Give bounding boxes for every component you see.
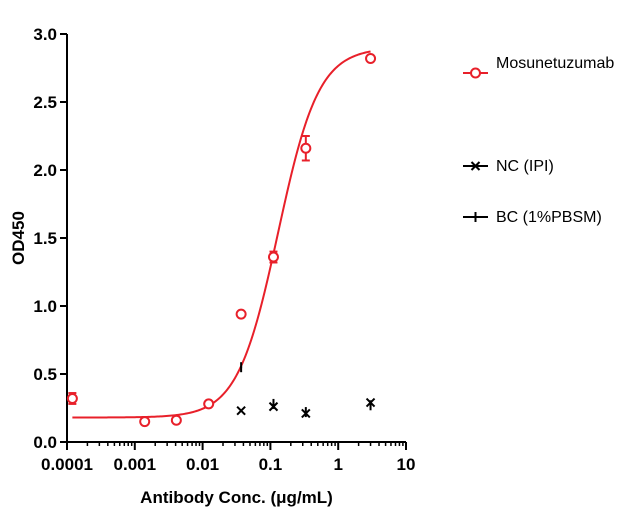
y-ticks: 0.0 0.5 1.0 1.5 2.0 2.5 3.0 bbox=[33, 25, 67, 452]
legend-item: NC (IPI) bbox=[463, 158, 554, 175]
series-2 bbox=[240, 362, 372, 418]
y-tick-label: 1.0 bbox=[33, 297, 57, 316]
data-point bbox=[139, 416, 151, 428]
data-point bbox=[235, 308, 247, 320]
y-axis-title: OD450 bbox=[9, 211, 28, 265]
y-tick-label: 2.0 bbox=[33, 161, 57, 180]
data-point bbox=[272, 398, 275, 409]
legend-label: BC (1%PBSM) bbox=[496, 209, 602, 226]
data-point bbox=[365, 52, 377, 64]
legend-marker bbox=[474, 212, 477, 222]
x-axis-title: Antibody Conc. (μg/mL) bbox=[140, 488, 333, 507]
x-tick-label: 0.1 bbox=[259, 455, 283, 474]
legend-label: NC (IPI) bbox=[496, 158, 554, 175]
axes bbox=[66, 34, 406, 443]
x-tick-label: 1 bbox=[333, 455, 342, 474]
y-tick-label: 1.5 bbox=[33, 229, 57, 248]
data-point bbox=[240, 362, 243, 373]
data-point bbox=[170, 414, 182, 426]
x-tick-label: 0.01 bbox=[186, 455, 219, 474]
data-point bbox=[66, 392, 78, 404]
y-tick-label: 2.5 bbox=[33, 93, 57, 112]
data-point bbox=[300, 142, 312, 154]
plot-area bbox=[66, 50, 377, 428]
x-tick-label: 10 bbox=[397, 455, 416, 474]
x-ticks: 0.0001 0.001 0.01 0.1 1 10 bbox=[41, 442, 415, 474]
legend: Mosunetuzumab NC (IPI) BC (1%PBSM) bbox=[463, 55, 614, 226]
y-tick-label: 3.0 bbox=[33, 25, 57, 44]
data-point bbox=[304, 407, 307, 418]
y-tick-label: 0.0 bbox=[33, 433, 57, 452]
series-1 bbox=[236, 397, 376, 419]
x-tick-label: 0.001 bbox=[114, 455, 157, 474]
legend-item: Mosunetuzumab bbox=[463, 55, 614, 79]
legend-item: BC (1%PBSM) bbox=[463, 209, 602, 226]
x-tick-label: 0.0001 bbox=[41, 455, 93, 474]
data-point bbox=[203, 398, 215, 410]
data-point bbox=[369, 400, 372, 411]
series-0 bbox=[66, 50, 377, 428]
data-point bbox=[267, 251, 279, 263]
data-point bbox=[236, 406, 246, 416]
legend-marker bbox=[470, 67, 481, 79]
legend-label: Mosunetuzumab bbox=[496, 55, 614, 72]
y-tick-label: 0.5 bbox=[33, 365, 57, 384]
fit-curve bbox=[72, 50, 371, 419]
legend-marker bbox=[470, 161, 481, 171]
